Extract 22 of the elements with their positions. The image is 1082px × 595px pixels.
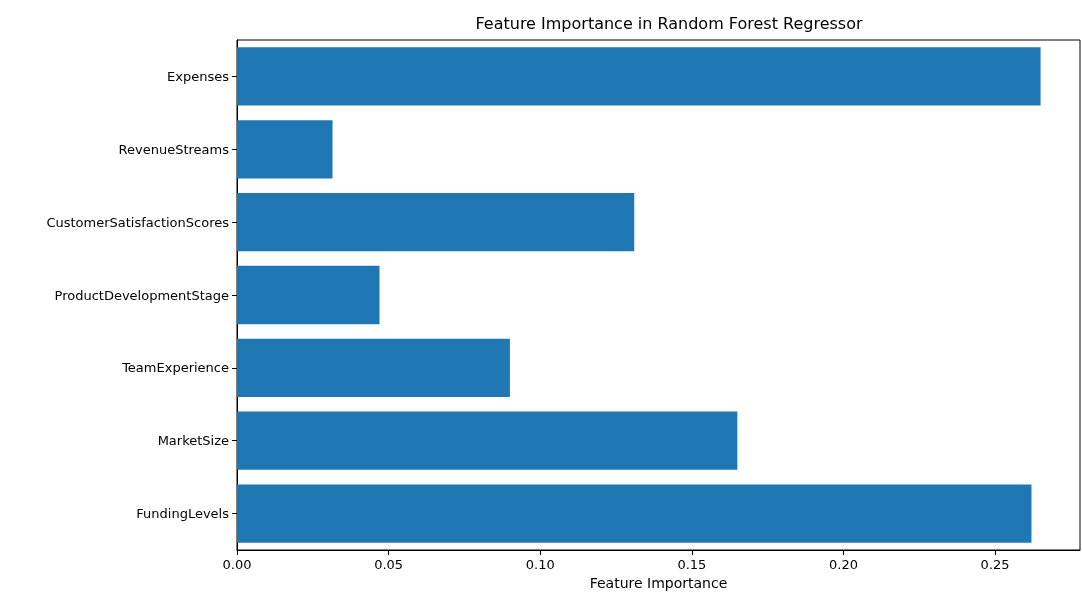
x-tick-label: 0.15 [677,557,707,572]
y-tick-label: Expenses [167,68,230,84]
x-tick-label: 0.05 [374,557,404,572]
bar [237,120,333,179]
x-tick-label: 0.10 [525,557,555,572]
bar [237,411,738,470]
bar [237,47,1041,106]
x-tick-label: 0.25 [980,557,1010,572]
y-tick-label: ProductDevelopmentStage [54,287,229,303]
x-tick-label: 0.20 [829,557,858,572]
bar [237,484,1032,543]
x-axis-title: Feature Importance [589,575,728,591]
bar [237,338,510,397]
y-tick-label: CustomerSatisfactionScores [46,214,230,230]
chart-title: Feature Importance in Random Forest Regressor [475,13,863,33]
y-tick-label: RevenueStreams [118,141,230,157]
bar [237,265,380,325]
y-tick-label: MarketSize [157,433,229,449]
x-tick-label: 0.00 [222,557,252,572]
bar [237,193,635,252]
y-tick-label: TeamExperience [121,360,229,376]
y-tick-label: FundingLevels [136,506,230,522]
